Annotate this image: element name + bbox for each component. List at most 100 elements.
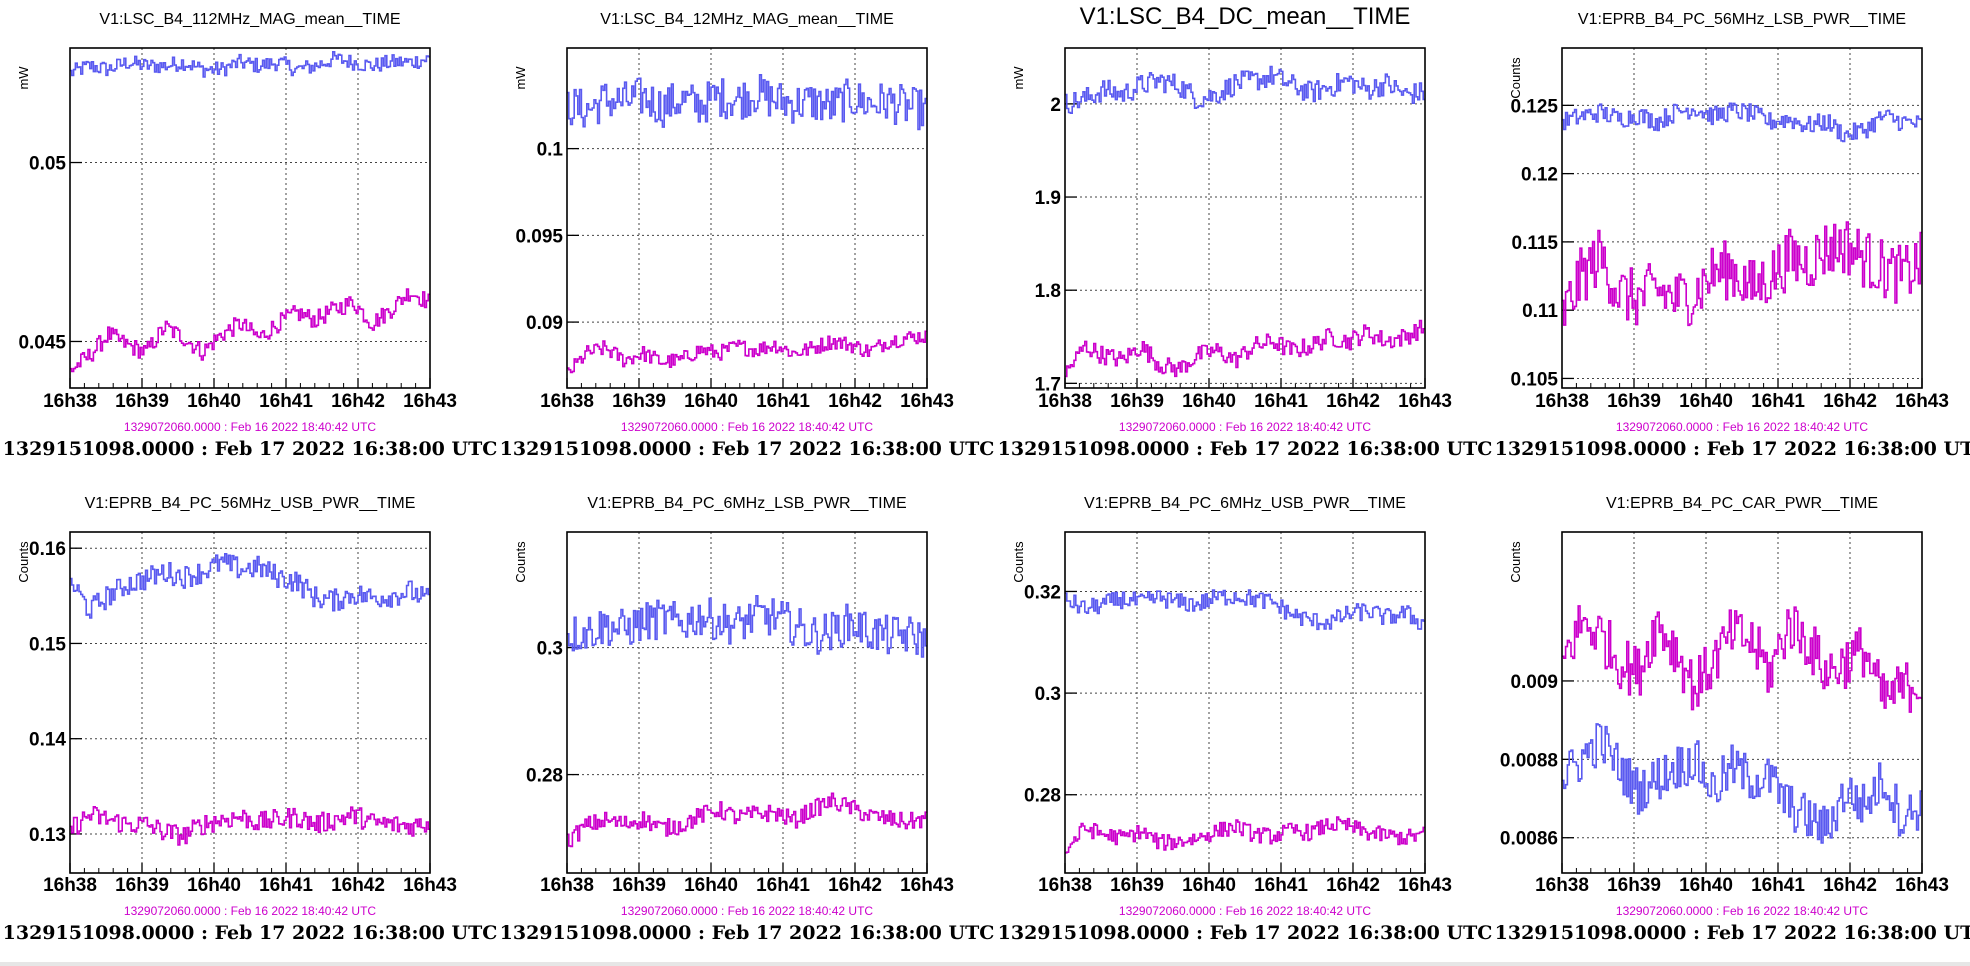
x-tick-label: 16h43: [900, 391, 954, 412]
x-tick-label: 16h38: [1038, 875, 1092, 896]
x-tick-label: 16h38: [43, 875, 97, 896]
series-line-magenta: [1065, 816, 1425, 854]
x-tick-label: 16h40: [1182, 391, 1236, 412]
series-line-blue: [70, 51, 430, 78]
chart-title: V1:EPRB_B4_PC_CAR_PWR__TIME: [1606, 495, 1878, 512]
chart-panel: V1:LSC_B4_DC_mean__TIME mW 16h38 16h39 16h40…: [998, 3, 1493, 460]
y-tick-label: 0.0086: [1500, 829, 1558, 850]
y-tick-label: 0.09: [526, 313, 563, 334]
plot-frame: [1561, 47, 1923, 389]
y-axis-label: mW: [513, 66, 528, 90]
y-tick-label: 0.0088: [1500, 750, 1558, 771]
x-tick-label: 16h40: [1679, 391, 1733, 412]
series-line-magenta: [567, 792, 927, 848]
x-tick-label: 16h42: [331, 391, 385, 412]
main-timestamp: 1329151098.0000 : Feb 17 2022 16:38:00 U…: [3, 438, 498, 460]
plot-frame: [69, 531, 431, 874]
x-tick-label: 16h40: [684, 875, 738, 896]
x-tick-label: 16h43: [900, 875, 954, 896]
y-tick-label: 0.28: [526, 766, 563, 787]
x-tick-label: 16h40: [1679, 875, 1733, 896]
y-tick-label: 1.8: [1035, 281, 1061, 302]
chart-panel: V1:EPRB_B4_PC_56MHz_LSB_PWR__TIME Counts 1…: [1495, 11, 1970, 460]
reference-timestamp: 1329072060.0000 : Feb 16 2022 18:40:42 U…: [1616, 904, 1869, 918]
reference-timestamp: 1329072060.0000 : Feb 16 2022 18:40:42 U…: [124, 420, 377, 434]
reference-timestamp: 1329072060.0000 : Feb 16 2022 18:40:42 U…: [1119, 904, 1372, 918]
y-tick-label: 0.32: [1024, 582, 1061, 603]
series-line-magenta: [70, 806, 430, 846]
x-tick-label: 16h41: [259, 391, 313, 412]
plot-frame: [69, 47, 431, 389]
y-tick-label: 0.045: [18, 332, 66, 353]
y-tick-label: 1.7: [1035, 374, 1061, 395]
y-tick-label: 0.1: [537, 140, 564, 161]
plot-frame: [1561, 531, 1923, 874]
y-tick-label: 0.15: [29, 634, 66, 655]
window-bottom-edge: [0, 962, 1970, 966]
y-tick-label: 0.16: [29, 539, 66, 560]
y-axis-label: Counts: [1508, 541, 1523, 583]
x-tick-label: 16h38: [1535, 875, 1589, 896]
chart-title: V1:EPRB_B4_PC_56MHz_USB_PWR__TIME: [85, 495, 416, 512]
reference-timestamp: 1329072060.0000 : Feb 16 2022 18:40:42 U…: [124, 904, 377, 918]
series-line-blue: [1562, 102, 1922, 143]
y-tick-label: 0.3: [1035, 684, 1061, 705]
series-line-blue: [70, 553, 430, 619]
x-tick-label: 16h38: [540, 875, 594, 896]
chart-panel: V1:LSC_B4_112MHz_MAG_mean__TIME mW 16h38 16…: [3, 11, 498, 460]
y-axis-label: Counts: [1011, 541, 1026, 583]
y-tick-label: 0.095: [515, 226, 563, 247]
chart-title: V1:LSC_B4_12MHz_MAG_mean__TIME: [600, 11, 893, 28]
plot-frame: [566, 531, 928, 874]
x-tick-label: 16h43: [1398, 875, 1452, 896]
plot-frame: [1064, 531, 1426, 874]
x-tick-label: 16h39: [115, 875, 169, 896]
main-timestamp: 1329151098.0000 : Feb 17 2022 16:38:00 U…: [500, 922, 995, 944]
y-tick-label: 0.14: [29, 730, 66, 751]
x-tick-label: 16h42: [331, 875, 385, 896]
y-tick-label: 0.11: [1522, 301, 1558, 322]
series-line-magenta: [1562, 221, 1922, 327]
chart-title: V1:EPRB_B4_PC_56MHz_LSB_PWR__TIME: [1578, 11, 1906, 28]
chart-panel: V1:EPRB_B4_PC_6MHz_LSB_PWR__TIME Counts 16…: [500, 495, 995, 944]
y-tick-label: 0.28: [1024, 786, 1061, 807]
reference-timestamp: 1329072060.0000 : Feb 16 2022 18:40:42 U…: [621, 420, 874, 434]
main-timestamp: 1329151098.0000 : Feb 17 2022 16:38:00 U…: [500, 438, 995, 460]
main-timestamp: 1329151098.0000 : Feb 17 2022 16:38:00 U…: [998, 922, 1493, 944]
y-axis-label: Counts: [513, 541, 528, 583]
main-timestamp: 1329151098.0000 : Feb 17 2022 16:38:00 U…: [1495, 438, 1970, 460]
x-tick-label: 16h43: [403, 875, 457, 896]
y-axis-label: Counts: [1508, 57, 1523, 99]
chart-panel: V1:LSC_B4_12MHz_MAG_mean__TIME mW 16h38 16h…: [500, 11, 995, 460]
series-line-magenta: [1065, 319, 1425, 378]
x-tick-label: 16h41: [1751, 875, 1805, 896]
x-tick-label: 16h42: [1823, 391, 1877, 412]
y-tick-label: 0.13: [29, 825, 66, 846]
x-tick-label: 16h38: [1535, 391, 1589, 412]
y-axis-label: mW: [1011, 66, 1026, 90]
x-tick-label: 16h42: [1326, 391, 1380, 412]
plot-frame: [1064, 47, 1426, 389]
x-tick-label: 16h39: [115, 391, 169, 412]
chart-title: V1:EPRB_B4_PC_6MHz_USB_PWR__TIME: [1084, 495, 1406, 512]
y-tick-label: 0.12: [1521, 165, 1558, 186]
x-tick-label: 16h39: [1110, 391, 1164, 412]
x-tick-label: 16h41: [756, 875, 810, 896]
chart-title: V1:EPRB_B4_PC_6MHz_LSB_PWR__TIME: [587, 495, 906, 512]
x-tick-label: 16h41: [1254, 391, 1308, 412]
y-tick-label: 0.009: [1510, 672, 1558, 693]
x-tick-label: 16h40: [1182, 875, 1236, 896]
x-tick-label: 16h39: [612, 875, 666, 896]
series-line-magenta: [567, 330, 927, 374]
x-tick-label: 16h43: [1895, 391, 1949, 412]
x-tick-label: 16h41: [1751, 391, 1805, 412]
reference-timestamp: 1329072060.0000 : Feb 16 2022 18:40:42 U…: [1616, 420, 1869, 434]
series-line-magenta: [70, 288, 430, 373]
series-line-blue: [567, 74, 927, 131]
x-tick-label: 16h42: [1326, 875, 1380, 896]
main-timestamp: 1329151098.0000 : Feb 17 2022 16:38:00 U…: [998, 438, 1493, 460]
x-tick-label: 16h43: [1398, 391, 1452, 412]
y-tick-label: 2: [1050, 95, 1061, 116]
x-tick-label: 16h38: [540, 391, 594, 412]
